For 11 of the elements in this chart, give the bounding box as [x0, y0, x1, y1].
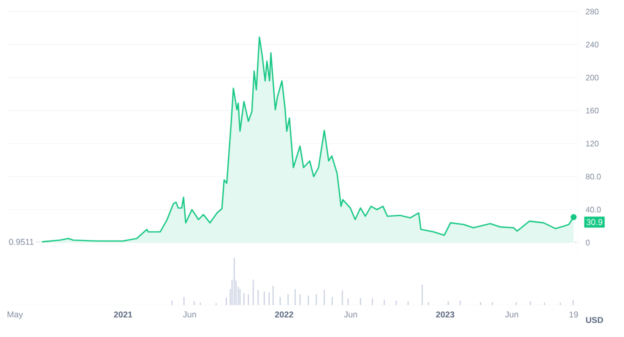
x-tick-label: Jun — [344, 312, 358, 318]
x-tick-label: 2022 — [275, 312, 294, 318]
x-tick-label: May — [8, 312, 23, 320]
x-tick-label: 19 — [570, 312, 578, 318]
ref-line-label: 0.9511 — [9, 238, 34, 245]
annotation: 30.9 — [586, 219, 602, 226]
x-tick-label: 2021 — [114, 312, 132, 318]
x-tick-label: Jun — [182, 312, 196, 318]
x-tick-label: 2023 — [436, 312, 454, 318]
x-tick-label: Jun — [505, 312, 518, 318]
y-axis-title: USD — [586, 317, 604, 323]
